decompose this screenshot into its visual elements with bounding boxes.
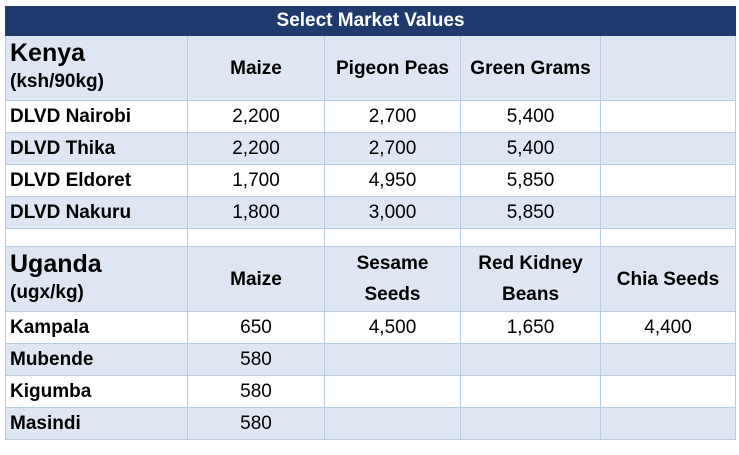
price-cell <box>599 407 737 440</box>
price-cell <box>599 100 737 133</box>
kenya-region-cell: Kenya (ksh/90kg) <box>5 35 188 101</box>
price-cell <box>324 343 461 376</box>
price-cell <box>599 132 737 165</box>
uganda-region-name: Uganda <box>10 250 102 278</box>
table-row: DLVD Thika 2,200 2,700 5,400 <box>5 132 737 165</box>
price-cell <box>599 375 737 408</box>
market-values-table-container: Select Market Values Kenya (ksh/90kg) Ma… <box>4 6 737 440</box>
empty-cell <box>324 228 461 247</box>
price-cell: 5,850 <box>460 196 601 229</box>
location-name: Kigumba <box>5 375 188 408</box>
price-cell <box>599 343 737 376</box>
table-title: Select Market Values <box>4 6 737 36</box>
price-cell: 5,400 <box>460 132 601 165</box>
empty-cell <box>460 228 601 247</box>
price-cell: 2,700 <box>324 100 461 133</box>
location-name: Masindi <box>5 407 188 440</box>
table-row: DLVD Eldoret 1,700 4,950 5,850 <box>5 164 737 197</box>
price-cell <box>460 407 601 440</box>
table-row: Kampala 650 4,500 1,650 4,400 <box>5 311 737 344</box>
price-cell: 1,650 <box>460 311 601 344</box>
table-row: DLVD Nairobi 2,200 2,700 5,400 <box>5 100 737 133</box>
location-name: DLVD Nakuru <box>5 196 188 229</box>
kenya-col-header <box>599 35 737 101</box>
price-cell: 580 <box>187 407 325 440</box>
kenya-col-header: Green Grams <box>460 35 601 101</box>
market-values-table: Select Market Values Kenya (ksh/90kg) Ma… <box>4 6 737 440</box>
kenya-region-unit: (ksh/90kg) <box>10 71 104 92</box>
price-cell: 1,700 <box>187 164 325 197</box>
price-cell <box>599 164 737 197</box>
table-row: Masindi 580 <box>5 407 737 440</box>
table-row: Mubende 580 <box>5 343 737 376</box>
uganda-col-header: Chia Seeds <box>599 246 737 312</box>
location-name: DLVD Nairobi <box>5 100 188 133</box>
location-name: Kampala <box>5 311 188 344</box>
table-title-row: Select Market Values <box>4 6 737 36</box>
spacer-row <box>5 228 737 247</box>
price-cell: 650 <box>187 311 325 344</box>
price-cell: 4,500 <box>324 311 461 344</box>
uganda-region-cell: Uganda (ugx/kg) <box>5 246 188 312</box>
price-cell: 580 <box>187 375 325 408</box>
kenya-region-name: Kenya <box>10 39 86 67</box>
price-cell: 2,200 <box>187 100 325 133</box>
price-cell <box>324 407 461 440</box>
kenya-col-header: Maize <box>187 35 325 101</box>
price-cell <box>599 196 737 229</box>
price-cell: 580 <box>187 343 325 376</box>
kenya-col-header: Pigeon Peas <box>324 35 461 101</box>
price-cell: 1,800 <box>187 196 325 229</box>
table-row: DLVD Nakuru 1,800 3,000 5,850 <box>5 196 737 229</box>
price-cell: 3,000 <box>324 196 461 229</box>
empty-cell <box>187 228 325 247</box>
price-cell <box>460 343 601 376</box>
location-name: DLVD Eldoret <box>5 164 188 197</box>
price-cell: 4,950 <box>324 164 461 197</box>
table-row: Kigumba 580 <box>5 375 737 408</box>
price-cell <box>324 375 461 408</box>
price-cell: 5,400 <box>460 100 601 133</box>
price-cell: 5,850 <box>460 164 601 197</box>
uganda-region-unit: (ugx/kg) <box>10 282 84 303</box>
uganda-col-header: Maize <box>187 246 325 312</box>
kenya-header-row: Kenya (ksh/90kg) Maize Pigeon Peas Green… <box>5 35 737 101</box>
empty-cell <box>599 228 737 247</box>
price-cell: 4,400 <box>599 311 737 344</box>
price-cell <box>460 375 601 408</box>
location-name: Mubende <box>5 343 188 376</box>
uganda-header-row: Uganda (ugx/kg) Maize Sesame Seeds Red K… <box>5 246 737 312</box>
uganda-col-header: Sesame Seeds <box>324 246 461 312</box>
empty-cell <box>5 228 188 247</box>
price-cell: 2,700 <box>324 132 461 165</box>
price-cell: 2,200 <box>187 132 325 165</box>
uganda-col-header: Red Kidney Beans <box>460 246 601 312</box>
location-name: DLVD Thika <box>5 132 188 165</box>
